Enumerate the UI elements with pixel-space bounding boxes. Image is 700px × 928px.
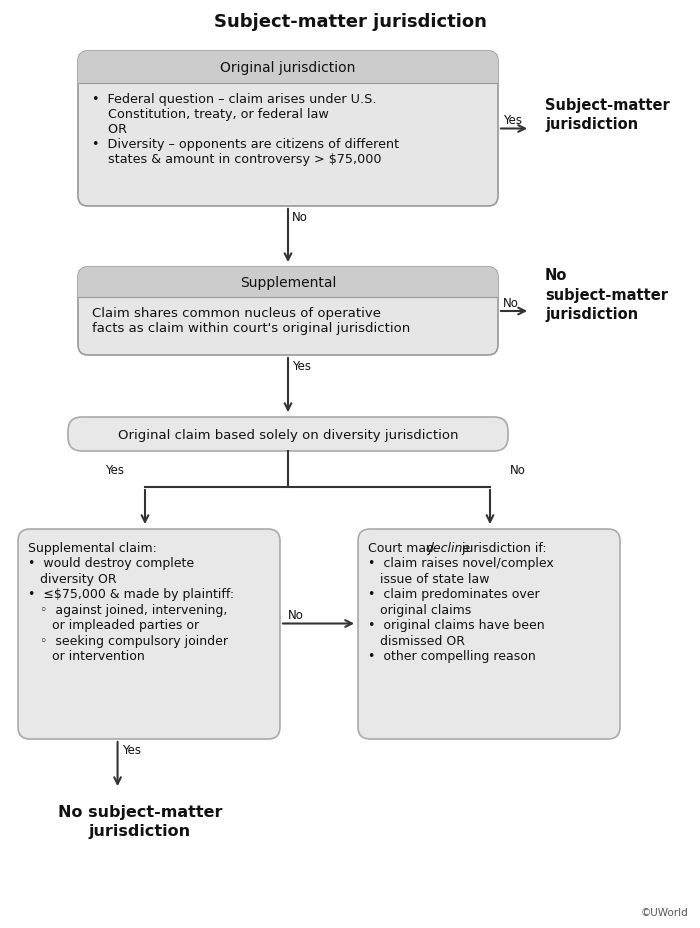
Text: ©UWorld: ©UWorld (640, 907, 688, 917)
FancyBboxPatch shape (78, 267, 498, 298)
Text: decline: decline (425, 541, 470, 554)
Text: ◦  against joined, intervening,: ◦ against joined, intervening, (28, 603, 228, 616)
Text: ◦  seeking compulsory joinder: ◦ seeking compulsory joinder (28, 634, 228, 647)
Text: •  ≤$75,000 & made by plaintiff:: • ≤$75,000 & made by plaintiff: (28, 587, 234, 600)
Text: Claim shares common nucleus of operative: Claim shares common nucleus of operative (92, 306, 381, 319)
Text: •  claim raises novel/complex: • claim raises novel/complex (368, 557, 554, 570)
FancyBboxPatch shape (68, 418, 508, 452)
Text: dismissed OR: dismissed OR (368, 634, 465, 647)
Text: or intervention: or intervention (28, 650, 145, 663)
Text: Constitution, treaty, or federal law: Constitution, treaty, or federal law (92, 108, 329, 121)
Text: jurisdiction if:: jurisdiction if: (458, 541, 547, 554)
Text: •  Federal question – claim arises under U.S.: • Federal question – claim arises under … (92, 93, 377, 106)
Text: •  Diversity – opponents are citizens of different: • Diversity – opponents are citizens of … (92, 137, 399, 150)
Text: facts as claim within court's original jurisdiction: facts as claim within court's original j… (92, 322, 410, 335)
Text: No: No (510, 463, 526, 476)
FancyBboxPatch shape (78, 267, 498, 355)
Text: issue of state law: issue of state law (368, 573, 489, 586)
Text: •  original claims have been: • original claims have been (368, 619, 545, 632)
Text: Supplemental claim:: Supplemental claim: (28, 541, 157, 554)
Text: No: No (288, 609, 304, 622)
Text: original claims: original claims (368, 603, 471, 616)
Text: diversity OR: diversity OR (28, 573, 117, 586)
Text: •  would destroy complete: • would destroy complete (28, 557, 194, 570)
FancyBboxPatch shape (358, 530, 620, 740)
Text: No: No (292, 211, 308, 224)
FancyBboxPatch shape (18, 530, 280, 740)
Text: Original claim based solely on diversity jurisdiction: Original claim based solely on diversity… (118, 428, 458, 441)
Text: Court may: Court may (368, 541, 438, 554)
Text: Yes: Yes (292, 359, 311, 372)
Text: Yes: Yes (106, 463, 125, 476)
Text: or impleaded parties or: or impleaded parties or (28, 619, 199, 632)
Text: Subject-matter jurisdiction: Subject-matter jurisdiction (214, 13, 486, 31)
Text: OR: OR (92, 122, 127, 135)
Text: Original jurisdiction: Original jurisdiction (220, 61, 356, 75)
Text: Yes: Yes (503, 114, 522, 127)
Text: states & amount in controversy > $75,000: states & amount in controversy > $75,000 (92, 152, 382, 165)
FancyBboxPatch shape (78, 52, 498, 207)
Text: No subject-matter
jurisdiction: No subject-matter jurisdiction (57, 805, 223, 838)
Text: Supplemental: Supplemental (240, 276, 336, 290)
Text: •  other compelling reason: • other compelling reason (368, 650, 536, 663)
Text: No: No (503, 296, 519, 309)
Bar (78, 288, 498, 298)
Text: No
subject-matter
jurisdiction: No subject-matter jurisdiction (545, 268, 668, 321)
Text: Yes: Yes (122, 742, 141, 755)
FancyBboxPatch shape (78, 52, 498, 84)
Text: •  claim predominates over: • claim predominates over (368, 587, 540, 600)
Bar (78, 74, 498, 84)
Text: Subject-matter
jurisdiction: Subject-matter jurisdiction (545, 97, 670, 132)
